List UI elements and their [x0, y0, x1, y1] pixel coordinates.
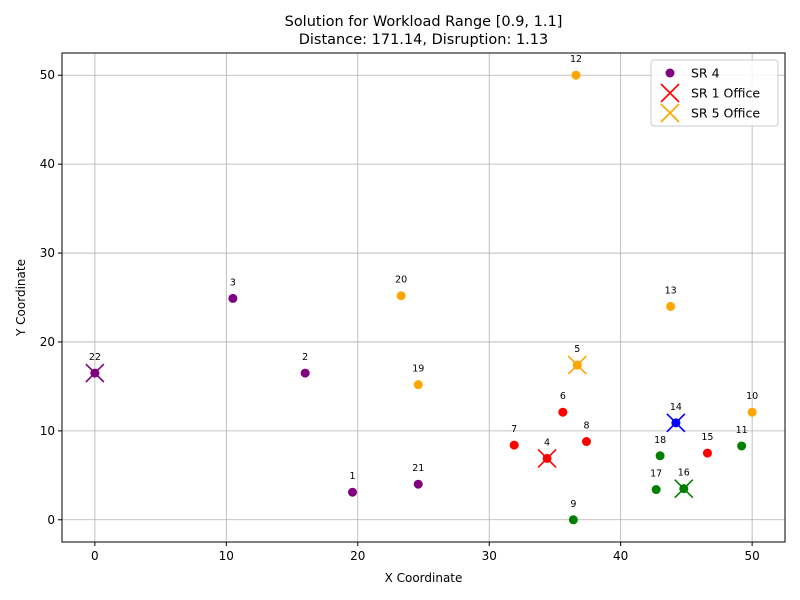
point-label-3: 3	[230, 277, 236, 288]
point-label-10: 10	[746, 391, 758, 402]
chart-title-line1: Solution for Workload Range [0.9, 1.1]	[285, 14, 563, 30]
point-label-13: 13	[665, 285, 677, 296]
data-point-20	[396, 291, 406, 301]
legend-marker-x	[660, 83, 680, 103]
plot-frame	[61, 52, 786, 543]
point-label-9: 9	[570, 499, 576, 510]
data-point-17	[651, 485, 661, 495]
x-tick-label: 50	[744, 549, 759, 563]
y-tick-label: 30	[40, 246, 55, 260]
chart-title-line2: Distance: 171.14, Disruption: 1.13	[299, 32, 549, 48]
legend-marker-x	[660, 103, 680, 123]
legend-label: SR 4	[691, 66, 720, 81]
point-label-17: 17	[650, 469, 662, 480]
data-point-5	[572, 360, 582, 370]
data-point-10	[747, 407, 757, 417]
x-tick-label: 0	[91, 549, 99, 563]
y-tick-label: 20	[40, 335, 55, 349]
x-tick-label: 30	[482, 549, 497, 563]
data-point-21	[413, 479, 423, 489]
x-tick-label: 40	[613, 549, 628, 563]
x-axis-label: X Coordinate	[385, 571, 463, 585]
point-label-12: 12	[570, 54, 582, 65]
data-point-12	[571, 70, 581, 80]
data-point-7	[509, 440, 519, 450]
data-point-9	[568, 515, 578, 525]
y-tick-label: 40	[40, 157, 55, 171]
data-point-1	[348, 487, 358, 497]
data-point-2	[300, 368, 310, 378]
point-label-18: 18	[654, 435, 666, 446]
point-label-6: 6	[560, 391, 566, 402]
y-tick-label: 10	[40, 424, 55, 438]
y-axis-label: Y Coordinate	[14, 259, 28, 337]
point-label-2: 2	[302, 352, 308, 363]
point-label-4: 4	[544, 437, 550, 448]
y-tick-label: 0	[47, 513, 55, 527]
point-label-21: 21	[412, 463, 424, 474]
point-label-7: 7	[511, 424, 517, 435]
data-marks	[85, 70, 757, 525]
point-label-1: 1	[349, 471, 355, 482]
point-label-15: 15	[701, 432, 713, 443]
axis-ticks: 0 10 20 30 40 50 0 10 20 30 40 50	[40, 68, 760, 563]
data-point-11	[737, 441, 747, 451]
data-point-16	[679, 484, 689, 494]
point-label-20: 20	[395, 275, 407, 286]
data-point-4	[542, 453, 552, 463]
data-point-15	[702, 448, 712, 458]
data-point-22	[90, 368, 100, 378]
point-label-14: 14	[670, 402, 682, 413]
data-point-3	[228, 293, 238, 303]
legend: SR 4 SR 1 Office SR 5 Office	[650, 59, 779, 127]
point-label-22: 22	[89, 352, 101, 363]
point-label-8: 8	[583, 421, 589, 432]
legend-marker-circle	[665, 68, 675, 78]
data-point-18	[655, 451, 665, 461]
point-label-16: 16	[678, 468, 690, 479]
data-point-13	[666, 301, 676, 311]
data-point-19	[413, 380, 423, 390]
x-tick-label: 20	[350, 549, 365, 563]
point-label-5: 5	[574, 344, 580, 355]
legend-label: SR 5 Office	[691, 106, 760, 121]
x-tick-label: 10	[219, 549, 234, 563]
point-label-11: 11	[736, 425, 748, 436]
grid	[62, 53, 785, 542]
data-point-6	[558, 407, 568, 417]
data-point-14	[671, 418, 681, 428]
legend-box	[650, 59, 779, 127]
data-point-8	[582, 437, 592, 447]
point-label-19: 19	[412, 364, 424, 375]
y-tick-label: 50	[40, 68, 55, 82]
legend-label: SR 1 Office	[691, 86, 760, 101]
